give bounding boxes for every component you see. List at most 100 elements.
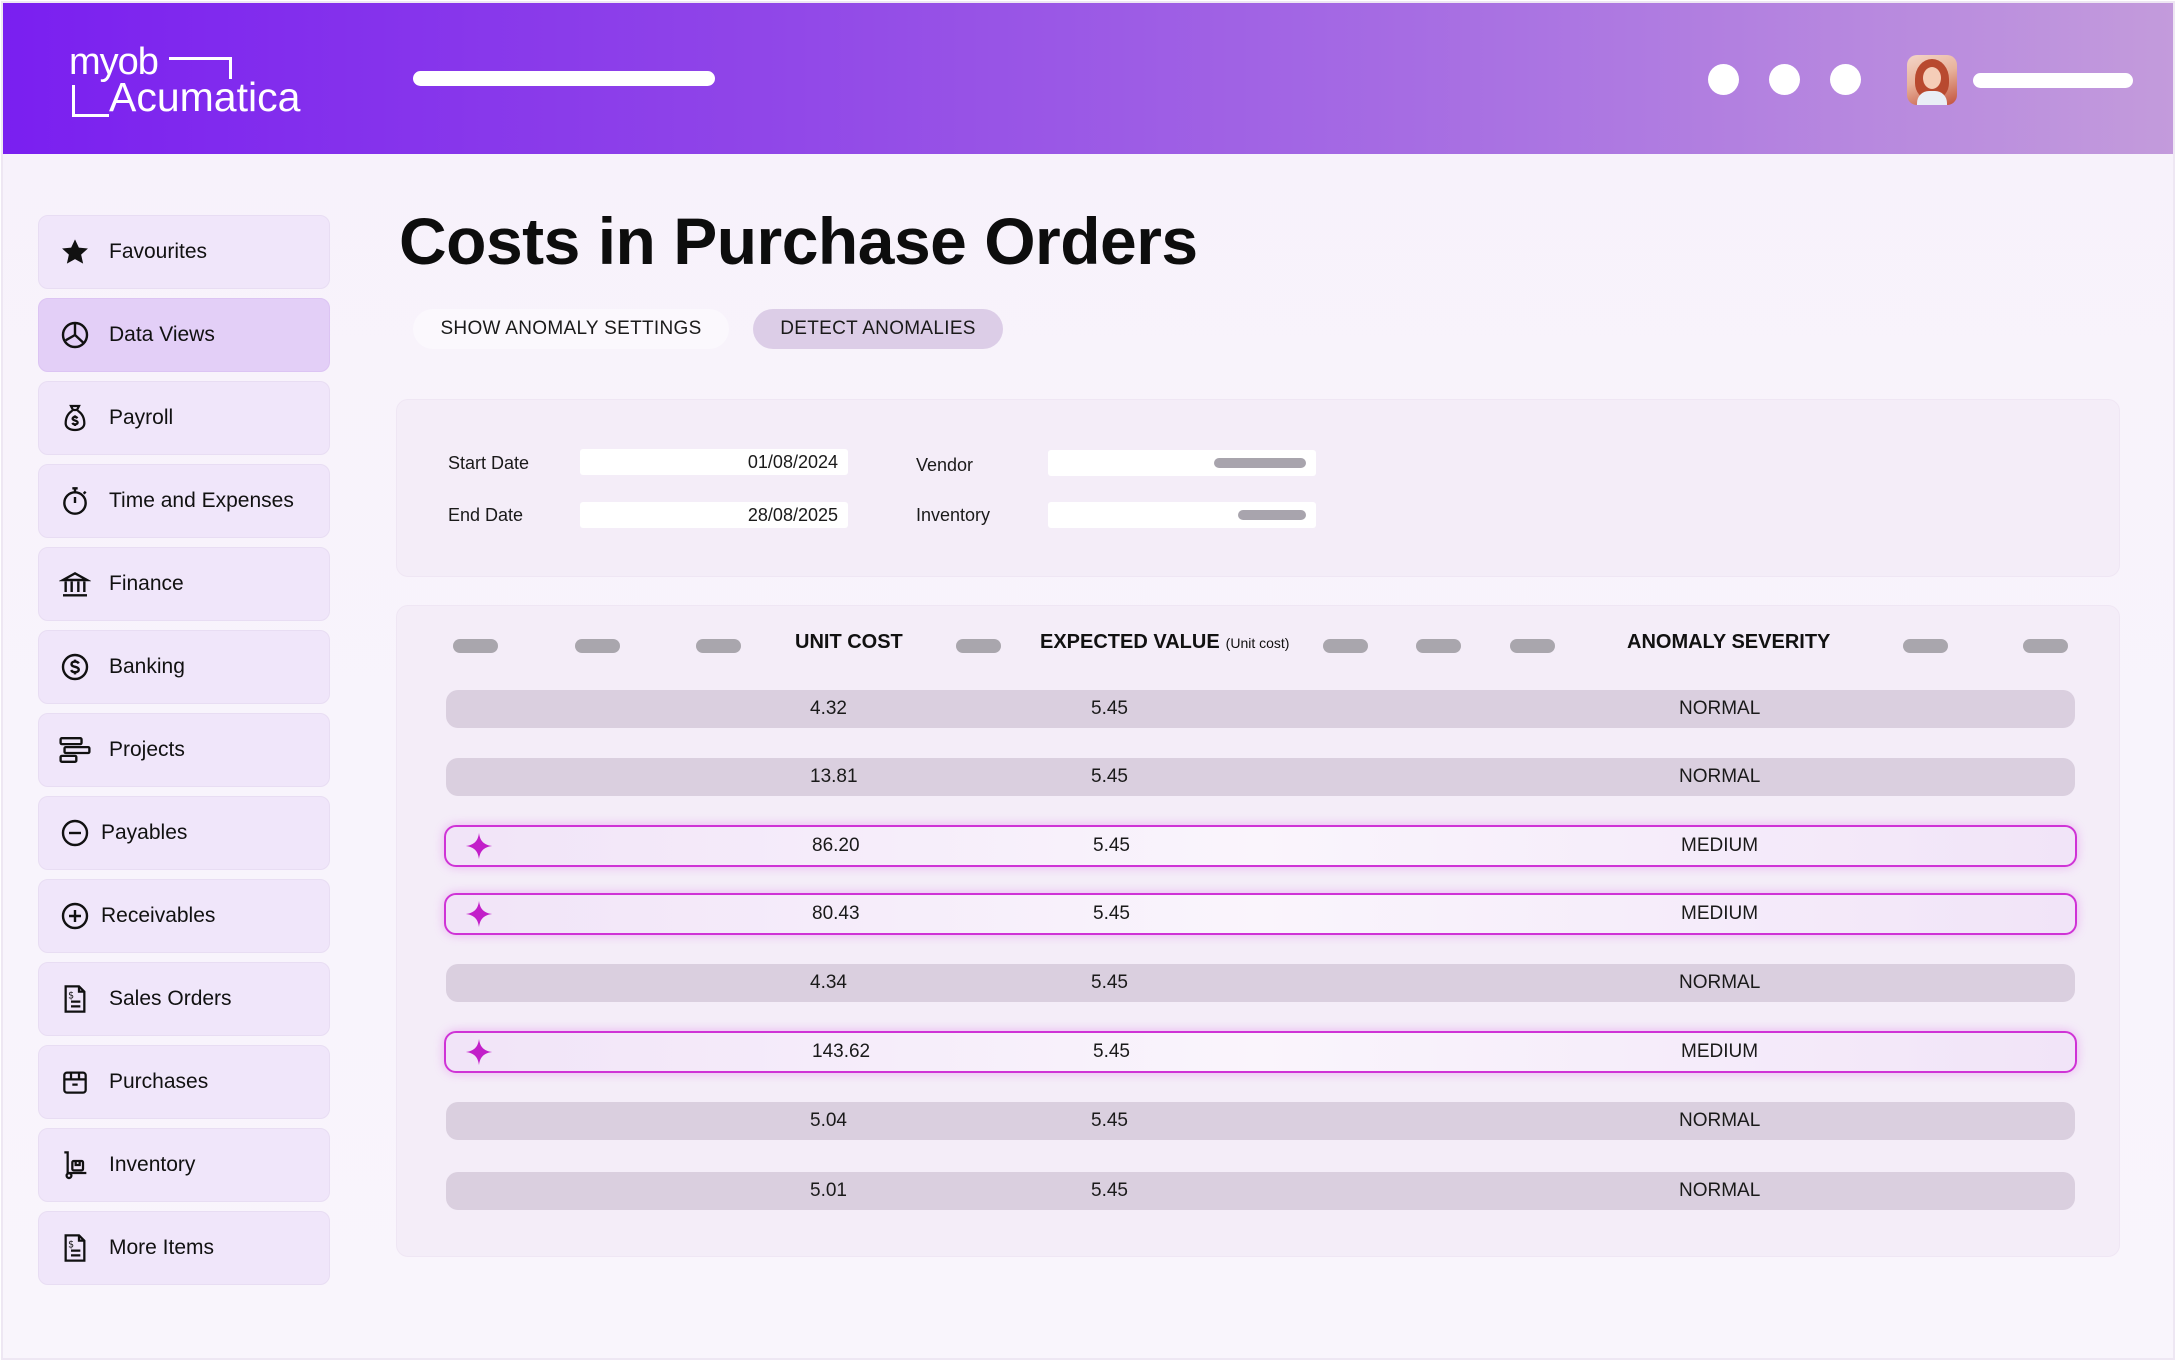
inventory-value-placeholder: [1238, 510, 1306, 520]
sidebar-item-label: Payables: [101, 821, 188, 844]
sidebar-item-purchases[interactable]: Purchases: [38, 1045, 330, 1119]
sidebar-item-sales-orders[interactable]: $ Sales Orders: [38, 962, 330, 1036]
anomaly-severity-cell: MEDIUM: [1681, 835, 1759, 856]
unit-cost-cell: 143.62: [812, 1041, 871, 1062]
logo-myob-text: myob: [69, 41, 159, 83]
column-header-placeholder[interactable]: [1323, 639, 1368, 653]
sidebar-item-time-and-expenses[interactable]: Time and Expenses: [38, 464, 330, 538]
logo-bracket: [72, 114, 109, 117]
table-row-anomaly[interactable]: 86.20 5.45 MEDIUM: [444, 825, 2077, 867]
column-header-placeholder[interactable]: [575, 639, 620, 653]
table-row-anomaly[interactable]: 80.43 5.45 MEDIUM: [444, 893, 2077, 935]
expected-value-cell: 5.45: [1093, 903, 1130, 924]
sidebar-item-label: Time and Expenses: [109, 489, 294, 512]
sidebar-item-payroll[interactable]: Payroll: [38, 381, 330, 455]
expected-value-cell: 5.45: [1091, 1110, 1128, 1131]
sidebar-item-receivables[interactable]: Receivables: [38, 879, 330, 953]
detect-anomalies-button[interactable]: DETECT ANOMALIES: [753, 309, 1003, 349]
table-row[interactable]: 13.81 5.45 NORMAL: [446, 758, 2075, 796]
invoice-icon: $: [57, 981, 93, 1017]
unit-cost-cell: 5.01: [810, 1180, 847, 1201]
money-bag-icon: [57, 400, 93, 436]
column-header-placeholder[interactable]: [453, 639, 498, 653]
star-icon: [57, 234, 93, 270]
sidebar-item-label: Inventory: [109, 1153, 196, 1176]
anomaly-severity-cell: NORMAL: [1679, 1110, 1761, 1131]
sidebar-item-label: Purchases: [109, 1070, 209, 1093]
expected-value-cell: 5.45: [1091, 972, 1128, 993]
sidebar-item-label: Receivables: [101, 904, 216, 927]
column-header-expected-value[interactable]: EXPECTED VALUE (Unit cost): [1040, 631, 1289, 654]
show-anomaly-settings-button[interactable]: SHOW ANOMALY SETTINGS: [413, 309, 729, 349]
vendor-field[interactable]: [1048, 450, 1316, 476]
sidebar-item-data-views[interactable]: Data Views: [38, 298, 330, 372]
table-row[interactable]: 4.32 5.45 NORMAL: [446, 690, 2075, 728]
anomaly-severity-cell: NORMAL: [1679, 698, 1761, 719]
minus-circle-icon: [57, 815, 93, 851]
sidebar-item-label: Finance: [109, 572, 184, 595]
sidebar-item-label: Banking: [109, 655, 185, 678]
sparkle-icon: [465, 832, 493, 860]
anomaly-severity-cell: MEDIUM: [1681, 1041, 1759, 1062]
expected-value-cell: 5.45: [1091, 766, 1128, 787]
sidebar-item-label: More Items: [109, 1236, 215, 1259]
dollar-circle-icon: [57, 649, 93, 685]
page-title: Costs in Purchase Orders: [399, 204, 1198, 278]
stopwatch-icon: [57, 483, 93, 519]
end-date-field[interactable]: 28/08/2025: [580, 502, 848, 528]
user-name-placeholder[interactable]: [1973, 73, 2133, 88]
logo-bracket: [169, 57, 231, 60]
hand-truck-icon: [57, 1147, 93, 1183]
sidebar-item-favourites[interactable]: Favourites: [38, 215, 330, 289]
user-avatar[interactable]: [1907, 55, 1957, 105]
column-header-placeholder[interactable]: [956, 639, 1001, 653]
end-date-label: End Date: [448, 505, 524, 525]
box-icon: [57, 1064, 93, 1100]
column-header-unit-cost[interactable]: UNIT COST: [795, 631, 903, 653]
unit-cost-cell: 13.81: [810, 766, 858, 787]
column-header-placeholder[interactable]: [1416, 639, 1461, 653]
gantt-icon: [57, 732, 93, 768]
filter-panel: [396, 399, 2120, 577]
sidebar-item-inventory[interactable]: Inventory: [38, 1128, 330, 1202]
sidebar-item-label: Payroll: [109, 406, 174, 429]
header-action-dot-2[interactable]: [1769, 64, 1800, 95]
sidebar-item-more-items[interactable]: $ More Items: [38, 1211, 330, 1285]
anomaly-severity-cell: NORMAL: [1679, 1180, 1761, 1201]
table-row[interactable]: 5.01 5.45 NORMAL: [446, 1172, 2075, 1210]
expected-value-cell: 5.45: [1091, 1180, 1128, 1201]
sidebar-item-banking[interactable]: Banking: [38, 630, 330, 704]
anomaly-severity-cell: MEDIUM: [1681, 903, 1759, 924]
column-header-placeholder[interactable]: [696, 639, 741, 653]
expected-value-cell: 5.45: [1093, 1041, 1130, 1062]
top-header: myob Acumatica: [3, 3, 2173, 154]
inventory-label: Inventory: [916, 505, 991, 525]
plus-circle-icon: [57, 898, 93, 934]
table-row[interactable]: 4.34 5.45 NORMAL: [446, 964, 2075, 1002]
unit-cost-cell: 4.34: [810, 972, 847, 993]
column-header-placeholder[interactable]: [2023, 639, 2068, 653]
unit-cost-cell: 4.32: [810, 698, 847, 719]
header-action-dot-1[interactable]: [1708, 64, 1739, 95]
expected-value-subtitle: (Unit cost): [1225, 635, 1290, 651]
myob-acumatica-logo[interactable]: myob Acumatica: [69, 41, 309, 121]
pie-chart-icon: [57, 317, 93, 353]
column-header-placeholder[interactable]: [1510, 639, 1555, 653]
header-action-dot-3[interactable]: [1830, 64, 1861, 95]
table-row[interactable]: 5.04 5.45 NORMAL: [446, 1102, 2075, 1140]
expected-value-title: EXPECTED VALUE: [1040, 631, 1220, 653]
column-header-placeholder[interactable]: [1903, 639, 1948, 653]
table-row-anomaly[interactable]: 143.62 5.45 MEDIUM: [444, 1031, 2077, 1073]
sidebar-item-payables[interactable]: Payables: [38, 796, 330, 870]
search-bar-placeholder[interactable]: [413, 71, 715, 86]
anomaly-severity-cell: NORMAL: [1679, 972, 1761, 993]
inventory-field[interactable]: [1048, 502, 1316, 528]
column-header-anomaly-severity[interactable]: ANOMALY SEVERITY: [1627, 631, 1831, 653]
logo-bracket: [229, 57, 232, 79]
unit-cost-cell: 86.20: [812, 835, 860, 856]
expected-value-cell: 5.45: [1091, 698, 1128, 719]
sidebar-item-finance[interactable]: Finance: [38, 547, 330, 621]
start-date-field[interactable]: 01/08/2024: [580, 449, 848, 475]
sidebar-item-projects[interactable]: Projects: [38, 713, 330, 787]
